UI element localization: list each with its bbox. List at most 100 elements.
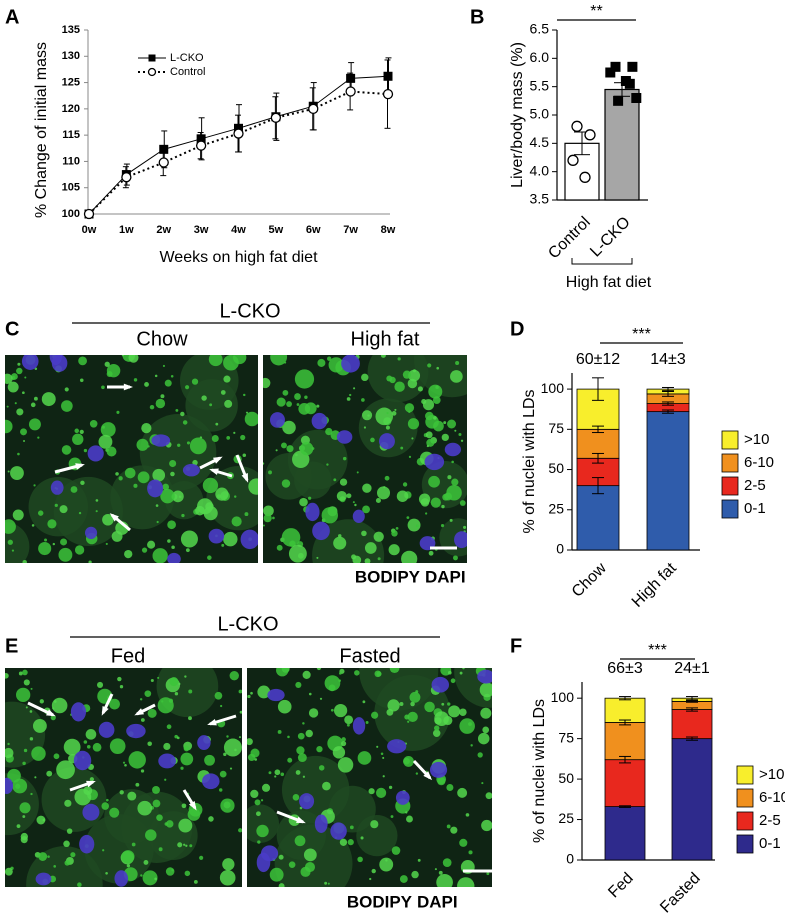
lipid-droplet [295,681,302,689]
error-bar [662,409,674,414]
nucleus [151,434,171,447]
x-tick-label: 2w [156,224,171,236]
nucleus [454,531,467,549]
nucleus [330,822,347,840]
lipid-droplet [457,877,475,887]
lipid-droplet [63,738,81,756]
nucleus [126,723,146,739]
lipid-droplet [208,355,223,367]
lipid-droplet [427,363,432,368]
lipid-droplet [181,513,185,518]
lipid-droplet [140,874,143,877]
lipid-droplet [66,828,73,834]
lipid-droplet [245,411,249,414]
lipid-droplet [23,748,28,753]
legend-label: Control [170,66,205,78]
lipid-droplet [391,530,398,537]
lipid-droplet [325,427,333,436]
lipid-droplet [305,729,313,738]
nucleus [21,355,39,370]
y-tick-label: 105 [62,182,80,194]
lipid-droplet [158,847,163,852]
lipid-droplet [53,865,56,868]
point [270,112,282,123]
lipid-droplet [154,374,158,378]
lipid-droplet [311,447,315,450]
lipid-droplet [10,466,24,480]
lipid-droplet [79,378,84,383]
error-bar [686,707,698,712]
lipid-droplet [332,746,346,759]
lipid-droplet [131,842,136,847]
lipid-droplet [152,548,168,563]
nucleus [312,521,330,541]
y-tick-label: 75 [548,420,564,436]
lipid-droplet [220,390,226,395]
lipid-droplet [207,555,212,560]
bar-segment [604,697,646,723]
lipid-droplet [425,431,433,439]
data-point [571,120,583,132]
lipid-droplet [180,752,194,766]
lipid-droplet [405,811,408,814]
nucleus [395,790,410,805]
lipid-droplet [61,445,72,455]
point [233,128,244,139]
lipid-droplet [30,402,36,408]
lipid-droplet [438,870,443,875]
lipid-droplet [468,722,472,726]
y-tick-label: 50 [558,770,574,786]
lipid-droplet [101,385,105,390]
lipid-droplet [297,753,307,763]
x-tick-label: 1w [119,224,134,236]
lipid-droplet [447,670,452,675]
y-axis-label: % of nuclei with LDs [521,389,538,533]
micrograph-content [5,355,258,563]
lipid-droplet [434,868,437,871]
lipid-droplet [354,670,360,676]
lipid-droplet [406,815,413,823]
legend-swatch [736,811,754,831]
nucleus [305,502,320,522]
lipid-droplet [432,729,441,737]
lipid-droplet [157,697,174,714]
significance-label: ** [590,3,602,20]
x-tick-label: Fasted [657,870,704,916]
lipid-droplet [441,504,445,509]
legend-label: 0-1 [759,835,781,852]
lipid-droplet [288,861,296,868]
lipid-droplet [282,389,289,396]
arrow-head [134,708,144,716]
lipid-droplet [96,681,104,688]
y-tick-label: 130 [62,50,80,62]
lipid-droplet [376,671,382,677]
lipid-droplet [47,855,50,858]
micrograph [247,668,492,887]
legend-swatch [721,453,739,473]
lipid-droplet [349,393,352,397]
lipid-droplet [282,420,296,435]
lipid-droplet [376,486,391,500]
lipid-droplet [141,422,152,434]
lipid-droplet [304,861,316,873]
arrow-head [46,709,56,717]
lipid-droplet [346,723,350,727]
x-tick-label: Fed [605,870,637,902]
lipid-droplet [250,789,259,799]
lipid-droplet [270,355,288,366]
lipid-droplet [338,534,342,538]
lipid-droplet [195,505,205,516]
lipid-droplet [386,411,389,415]
nucleus [158,753,176,769]
lipid-droplet [321,507,338,524]
lipid-droplet [380,355,386,358]
y-tick-label: 25 [548,500,564,516]
lipid-droplet [459,838,468,847]
lipid-droplet [451,478,459,486]
lipid-droplet [276,397,286,407]
lipid-droplet [302,775,306,778]
lipid-droplet [83,786,93,795]
legend-swatch [721,476,739,496]
legend-swatch [721,499,739,519]
point [345,86,356,97]
